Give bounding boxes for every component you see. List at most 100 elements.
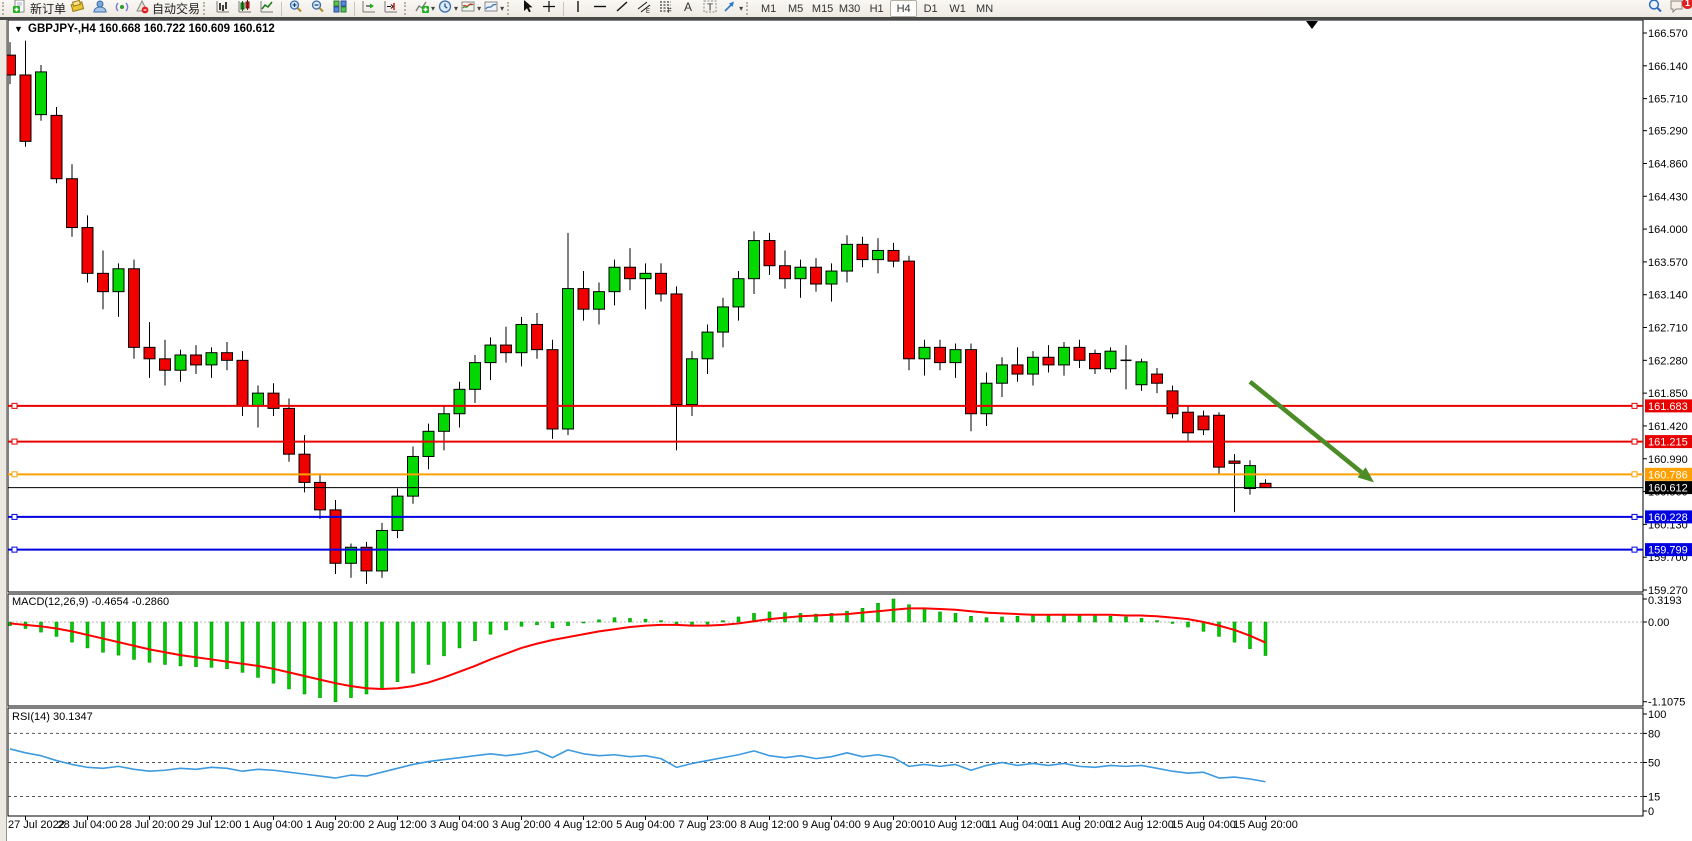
chevron-down-icon[interactable]: ▾ xyxy=(500,4,505,13)
trendline-button[interactable] xyxy=(611,0,633,17)
rsi-tick-label[interactable]: 50 xyxy=(1648,758,1660,770)
timeframe-mn-button[interactable]: MN xyxy=(976,2,994,15)
new-order-button[interactable]: 新订单 xyxy=(11,0,67,17)
rsi-tick-label[interactable]: 0 xyxy=(1648,806,1654,818)
time-label[interactable]: 1 Aug 04:00 xyxy=(244,819,303,831)
profile-button[interactable] xyxy=(89,0,111,17)
time-label[interactable]: 10 Aug 12:00 xyxy=(923,819,988,831)
chart-shift-marker[interactable] xyxy=(1306,21,1318,29)
hline-handle[interactable] xyxy=(11,402,18,409)
auto-scroll-button[interactable] xyxy=(358,0,380,17)
notifications-button[interactable]: 1 xyxy=(1666,0,1692,17)
hline-handle[interactable] xyxy=(1631,438,1638,445)
price-tick-label[interactable]: 160.990 xyxy=(1648,454,1688,466)
timeframe-d1-button[interactable]: D1 xyxy=(923,2,938,15)
horizontal-line-button[interactable] xyxy=(589,1,611,17)
symbol-period-label[interactable]: GBPJPY-,H4 160.668 160.722 160.609 160.6… xyxy=(28,23,275,35)
timeframe-w1-button[interactable]: W1 xyxy=(949,2,966,15)
time-label[interactable]: 7 Aug 23:00 xyxy=(678,819,737,831)
hline-handle[interactable] xyxy=(1631,513,1638,520)
price-tick-label[interactable]: 161.850 xyxy=(1648,388,1688,400)
price-tick-label[interactable]: 163.140 xyxy=(1648,290,1688,302)
price-tick-label[interactable]: 166.140 xyxy=(1648,61,1688,73)
macd-pane[interactable] xyxy=(7,593,1644,707)
chevron-down-icon[interactable]: ▾ xyxy=(431,4,436,13)
time-label[interactable]: 9 Aug 20:00 xyxy=(864,819,923,831)
time-label[interactable]: 15 Aug 20:00 xyxy=(1233,819,1298,831)
hline-handle[interactable] xyxy=(1631,402,1638,409)
fibonacci-button[interactable]: F xyxy=(655,1,677,17)
hline-handle[interactable] xyxy=(11,471,18,478)
time-label[interactable]: 29 Jul 12:00 xyxy=(182,819,242,831)
autotrading-button[interactable]: 自动交易 xyxy=(133,0,201,17)
time-label[interactable]: 27 Jul 2022 xyxy=(8,819,65,831)
timeframe-m1-button[interactable]: M1 xyxy=(760,2,777,15)
timeframe-m5-button[interactable]: M5 xyxy=(787,2,804,15)
macd-label[interactable]: MACD(12,26,9) -0.4654 -0.2860 xyxy=(12,596,169,608)
rsi-label[interactable]: RSI(14) 30.1347 xyxy=(12,711,93,723)
templates-button[interactable]: ▾ xyxy=(459,1,482,17)
hline-handle[interactable] xyxy=(1631,471,1638,478)
trend-arrow-head[interactable] xyxy=(1357,467,1374,483)
line-chart-button[interactable] xyxy=(256,0,278,17)
trend-arrow[interactable] xyxy=(1248,379,1363,475)
time-label[interactable]: 28 Jul 20:00 xyxy=(120,819,180,831)
signals-button[interactable] xyxy=(111,1,133,17)
price-tick-label[interactable]: 163.570 xyxy=(1648,257,1688,269)
indicators-button[interactable]: ▾ xyxy=(413,1,436,17)
periods-button[interactable]: ▾ xyxy=(436,0,459,17)
search-button[interactable] xyxy=(1644,0,1666,17)
vertical-line-button[interactable] xyxy=(567,0,589,17)
macd-tick-label[interactable]: 0.00 xyxy=(1648,617,1669,629)
chart-shift-button[interactable] xyxy=(380,0,402,17)
price-tick-label[interactable]: 165.290 xyxy=(1648,126,1688,138)
zoom-out-button[interactable] xyxy=(307,0,329,17)
hline-handle[interactable] xyxy=(11,438,18,445)
time-label[interactable]: 28 Jul 04:00 xyxy=(58,819,118,831)
time-label[interactable]: 5 Aug 04:00 xyxy=(616,819,675,831)
macd-tick-label[interactable]: 0.3193 xyxy=(1648,595,1682,607)
tile-windows-button[interactable] xyxy=(329,0,351,17)
time-label[interactable]: 2 Aug 12:00 xyxy=(368,819,427,831)
price-tick-label[interactable]: 164.430 xyxy=(1648,191,1688,203)
rsi-tick-label[interactable]: 100 xyxy=(1648,709,1666,721)
price-tick-label[interactable]: 161.420 xyxy=(1648,421,1688,433)
channel-button[interactable]: E xyxy=(633,1,655,17)
bar-chart-button[interactable] xyxy=(212,0,234,17)
rsi-tick-label[interactable]: 15 xyxy=(1648,791,1660,803)
text-button[interactable]: A xyxy=(677,0,699,17)
chevron-down-icon[interactable]: ▾ xyxy=(454,4,459,13)
time-label[interactable]: 12 Aug 12:00 xyxy=(1109,819,1174,831)
price-tick-label[interactable]: 159.270 xyxy=(1648,585,1688,597)
styler-button[interactable] xyxy=(67,0,89,17)
time-label[interactable]: 1 Aug 20:00 xyxy=(306,819,365,831)
time-label[interactable]: 9 Aug 04:00 xyxy=(802,819,861,831)
price-tick-label[interactable]: 165.710 xyxy=(1648,94,1688,106)
chevron-down-icon[interactable]: ▾ xyxy=(739,4,744,13)
candle-chart-button[interactable] xyxy=(234,0,256,17)
hline-handle[interactable] xyxy=(11,546,18,553)
crosshair-button[interactable] xyxy=(538,0,560,17)
time-label[interactable]: 4 Aug 12:00 xyxy=(554,819,613,831)
time-label[interactable]: 3 Aug 04:00 xyxy=(430,819,489,831)
hline-handle[interactable] xyxy=(1631,546,1638,553)
time-label[interactable]: 11 Aug 04:00 xyxy=(985,819,1049,831)
timeframe-m30-button[interactable]: M30 xyxy=(838,2,861,15)
timeframe-h4-button[interactable]: H4 xyxy=(890,0,918,17)
timeframe-m15-button[interactable]: M15 xyxy=(811,2,834,15)
time-label[interactable]: 11 Aug 20:00 xyxy=(1047,819,1111,831)
timeframe-h1-button[interactable]: H1 xyxy=(869,2,884,15)
main-chart-pane[interactable] xyxy=(7,19,1644,593)
profiles-button[interactable]: ▾ xyxy=(482,1,505,17)
chevron-down-icon[interactable]: ▾ xyxy=(477,4,482,13)
chart-menu-icon[interactable]: ▼ xyxy=(14,24,23,34)
rsi-tick-label[interactable]: 80 xyxy=(1648,728,1660,740)
zoom-in-button[interactable] xyxy=(285,0,307,17)
price-tick-label[interactable]: 164.860 xyxy=(1648,158,1688,170)
price-tick-label[interactable]: 166.570 xyxy=(1648,28,1688,40)
price-tick-label[interactable]: 162.280 xyxy=(1648,355,1688,367)
price-tick-label[interactable]: 164.000 xyxy=(1648,224,1688,236)
arrows-button[interactable]: ▾ xyxy=(721,1,744,17)
text-label-button[interactable]: T xyxy=(699,0,721,17)
